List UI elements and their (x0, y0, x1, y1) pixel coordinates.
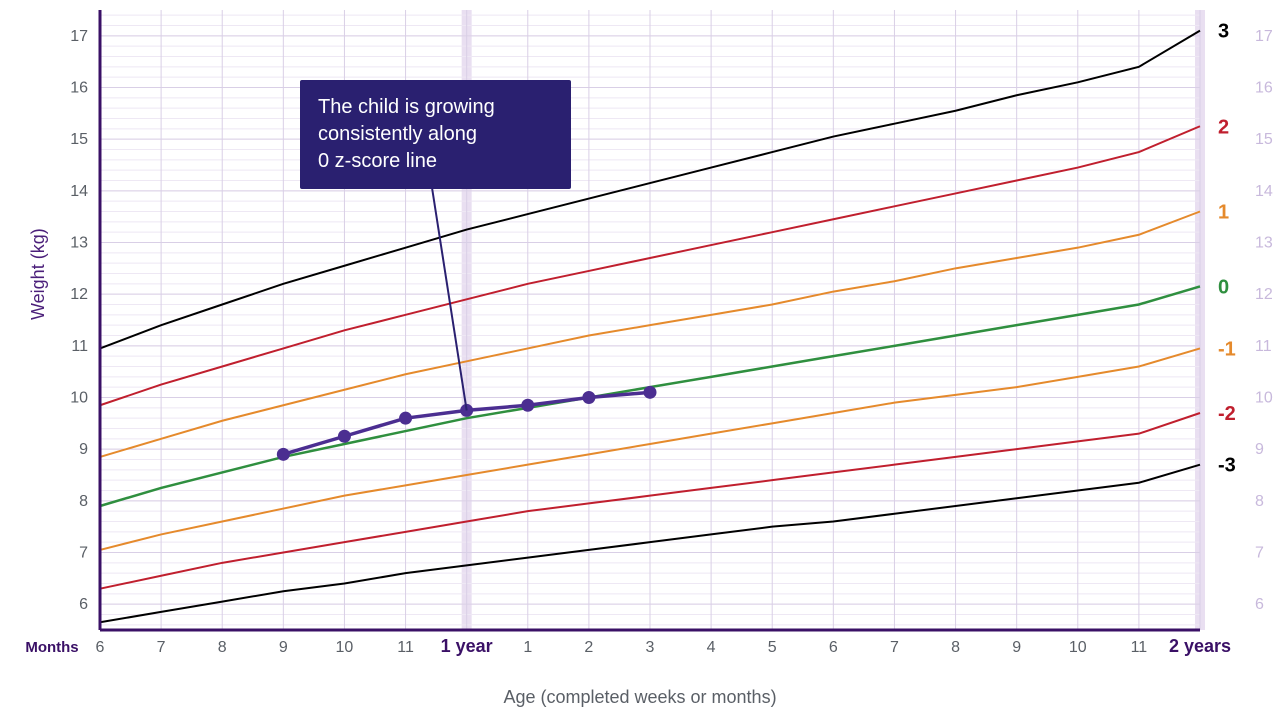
x-tick: 10 (336, 639, 354, 656)
y-tick-left: 14 (70, 183, 88, 200)
x-tick: 5 (768, 639, 777, 656)
y-tick-left: 15 (70, 131, 88, 148)
x-tick: 7 (890, 639, 899, 656)
x-tick: 2 (584, 639, 593, 656)
y-tick-right: 8 (1255, 493, 1264, 510)
y-tick-left: 13 (70, 235, 88, 252)
x-tick: 6 (829, 639, 838, 656)
callout-line: 0 z-score line (318, 148, 553, 175)
x-tick: 1 (523, 639, 532, 656)
y-tick-right: 9 (1255, 441, 1264, 458)
zscore-label: 2 (1218, 116, 1229, 138)
zscore-label: -2 (1218, 403, 1236, 425)
y-tick-left: 6 (79, 596, 88, 613)
y-tick-left: 9 (79, 441, 88, 458)
y-tick-left: 8 (79, 493, 88, 510)
x-tick: 8 (218, 639, 227, 656)
y-tick-right: 16 (1255, 80, 1273, 97)
y-tick-right: 13 (1255, 235, 1273, 252)
zscore-label: -3 (1218, 455, 1236, 477)
y-tick-right: 10 (1255, 390, 1273, 407)
child-point (277, 448, 290, 461)
y-tick-left: 17 (70, 28, 88, 45)
x-tick: 1 year (441, 636, 493, 656)
y-tick-left: 16 (70, 80, 88, 97)
x-tick: 10 (1069, 639, 1087, 656)
y-tick-left: 11 (71, 338, 88, 355)
y-tick-right: 17 (1255, 28, 1273, 45)
y-tick-left: 12 (70, 286, 88, 303)
zscore-label: -1 (1218, 338, 1236, 360)
x-tick: 11 (397, 639, 414, 656)
zscore-label: 3 (1218, 21, 1229, 43)
callout-box: The child is growingconsistently along0 … (300, 80, 571, 189)
callout-leader (429, 170, 466, 410)
x-tick: 11 (1131, 639, 1148, 656)
x-tick: 8 (951, 639, 960, 656)
y-tick-right: 12 (1255, 286, 1273, 303)
x-tick: 9 (279, 639, 288, 656)
x-tick: 2 years (1169, 636, 1231, 656)
x-tick: 4 (707, 639, 716, 656)
child-point (644, 386, 657, 399)
x-tick: 3 (646, 639, 655, 656)
y-tick-left: 7 (79, 545, 88, 562)
x-tick: 7 (157, 639, 166, 656)
chart-svg: 3210-1-2-3678910111213141516176789101112… (0, 0, 1280, 720)
zscore-label: 1 (1218, 202, 1229, 224)
y-tick-right: 6 (1255, 596, 1264, 613)
y-tick-left: 10 (70, 390, 88, 407)
x-axis-title: Age (completed weeks or months) (0, 687, 1280, 708)
child-point (521, 399, 534, 412)
callout-line: consistently along (318, 121, 553, 148)
child-point (582, 391, 595, 404)
child-point (399, 412, 412, 425)
callout-line: The child is growing (318, 94, 553, 121)
y-tick-right: 15 (1255, 131, 1273, 148)
y-tick-right: 14 (1255, 183, 1273, 200)
y-axis-title: Weight (kg) (28, 228, 49, 320)
child-point (338, 430, 351, 443)
months-label: Months (25, 639, 78, 656)
x-tick: 6 (96, 639, 105, 656)
y-tick-right: 7 (1255, 545, 1264, 562)
y-tick-right: 11 (1255, 338, 1272, 355)
zscore-label: 0 (1218, 276, 1229, 298)
growth-chart: 3210-1-2-3678910111213141516176789101112… (0, 0, 1280, 720)
x-tick: 9 (1012, 639, 1021, 656)
